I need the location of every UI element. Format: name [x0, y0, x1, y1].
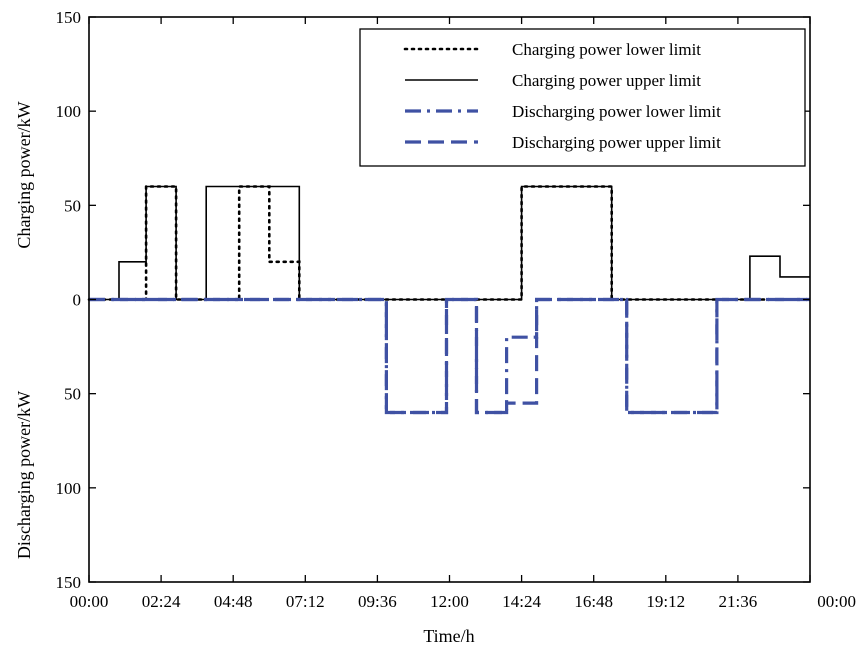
- legend: Charging power lower limit Charging power…: [359, 28, 806, 167]
- series-line-2: [89, 185, 810, 301]
- legend-label: Discharging power upper limit: [512, 133, 721, 152]
- y-axis-title-discharging: Discharging power/kW: [14, 391, 34, 559]
- y-tick-label: 150: [56, 8, 82, 27]
- legend-label: Charging power lower limit: [512, 40, 701, 59]
- y-tick-label: 100: [56, 102, 82, 121]
- y-tick-label: 50: [64, 385, 81, 404]
- x-tick-label: 00:00: [70, 592, 109, 611]
- y-tick-label: 50: [64, 196, 81, 215]
- x-tick-label: 00:00: [817, 592, 856, 611]
- x-axis-title: Time/h: [423, 626, 474, 646]
- x-tick-label: 02:24: [142, 592, 181, 611]
- y-tick-label: 0: [73, 291, 82, 310]
- y-axis-title-charging: Charging power/kW: [14, 101, 34, 248]
- x-axis: 00:00 02:24 04:48 07:12 09:36 12:00 14:24 16:48…: [70, 17, 856, 611]
- x-tick-label: 07:12: [286, 592, 325, 611]
- x-tick-label: 09:36: [358, 592, 397, 611]
- series-layer: [87, 185, 812, 415]
- x-tick-label: 12:00: [430, 592, 469, 611]
- x-tick-label: 16:48: [574, 592, 613, 611]
- x-tick-label: 19:12: [646, 592, 685, 611]
- series-line-1: [87, 185, 812, 301]
- y-axis: 150 100 50 0 50 100 150: [56, 8, 810, 592]
- legend-label: Charging power upper limit: [512, 71, 701, 90]
- x-tick-label: 04:48: [214, 592, 253, 611]
- y-tick-label: 150: [56, 573, 82, 592]
- series-line-4: [89, 297, 810, 415]
- y-tick-label: 100: [56, 479, 82, 498]
- x-tick-label: 14:24: [502, 592, 541, 611]
- legend-label: Discharging power lower limit: [512, 102, 721, 121]
- series-line-3: [89, 297, 810, 415]
- x-tick-label: 21:36: [719, 592, 758, 611]
